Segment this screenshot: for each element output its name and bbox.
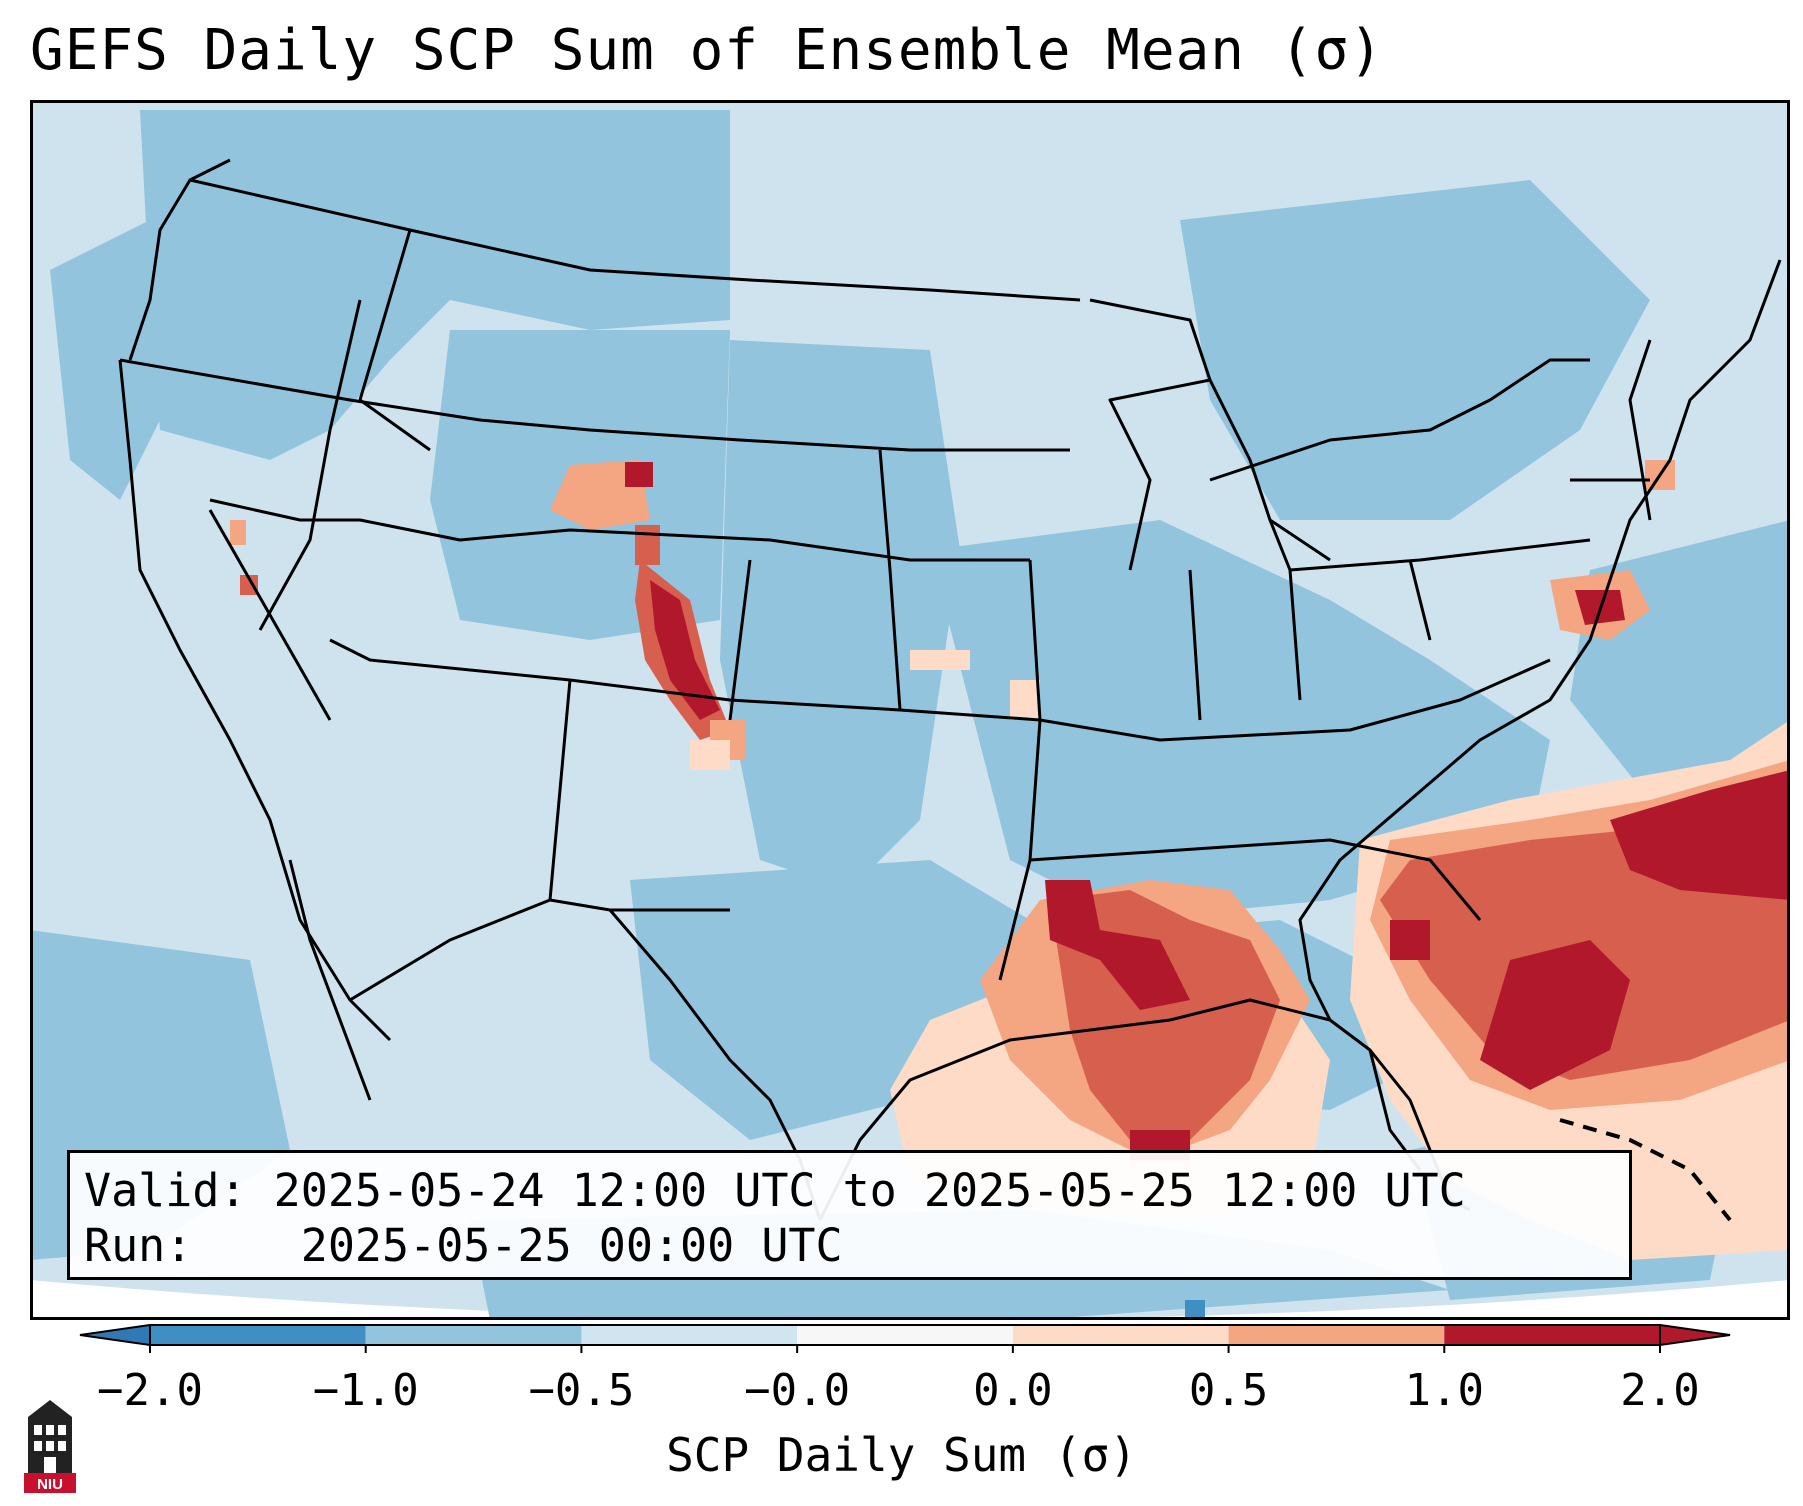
colorbar-tick-label: −0.5: [528, 1365, 634, 1415]
valid-value: 2025-05-24 12:00 UTC to 2025-05-25 12:00…: [273, 1164, 1466, 1217]
run-label: Run:: [84, 1219, 193, 1272]
valid-label: Valid:: [84, 1164, 247, 1217]
colorbar-segment: [365, 1325, 582, 1345]
state-boundaries: [118, 158, 1782, 1221]
colorbar-segment: [1228, 1325, 1445, 1345]
valid-line: Valid: 2025-05-24 12:00 UTC to 2025-05-2…: [84, 1163, 1615, 1218]
logo-text: NIU: [37, 1476, 63, 1493]
cuba-outline: [1559, 1118, 1732, 1222]
map-frame: [30, 100, 1790, 1320]
colorbar-label: SCP Daily Sum (σ): [666, 1428, 1137, 1482]
colorbar-tick-label: −1.0: [313, 1365, 419, 1415]
valid-run-info-box: Valid: 2025-05-24 12:00 UTC to 2025-05-2…: [67, 1150, 1632, 1280]
run-line: Run: 2025-05-25 00:00 UTC: [84, 1218, 1615, 1273]
niu-logo: NIU: [24, 1400, 76, 1493]
baja-outline: [288, 859, 372, 1101]
colorbar-segment: [797, 1325, 1013, 1345]
colorbar-outline: [149, 1324, 1661, 1346]
chart-title: GEFS Daily SCP Sum of Ensemble Mean (σ): [30, 18, 1384, 83]
map-panel: [30, 100, 1790, 1320]
colorbar-segment: [150, 1325, 366, 1345]
colorbar-tick-label: 0.0: [973, 1365, 1052, 1415]
colorbar-segment: [1444, 1325, 1660, 1345]
colorbar-tick-label: 1.0: [1405, 1365, 1484, 1415]
colorbar-under-arrow: [79, 1323, 151, 1347]
colorbar-segment: [1012, 1325, 1229, 1345]
colorbar: −2.0 −1.0 −0.5 −0.0 0.0 0.5 1.0 2.0: [79, 1323, 1731, 1415]
run-value: 2025-05-25 00:00 UTC: [300, 1219, 843, 1272]
projection-edge: [30, 1280, 1790, 1320]
colorbar-tick-label: 2.0: [1620, 1365, 1699, 1415]
colorbar-over-arrow: [1659, 1323, 1731, 1347]
colorbar-segment: [581, 1325, 798, 1345]
colorbar-tick-label: 0.5: [1189, 1365, 1268, 1415]
colorbar-segments: [79, 1323, 1731, 1347]
atlantic-anomaly: [1350, 460, 1790, 1260]
colorbar-ticks: −2.0 −1.0 −0.5 −0.0 0.0 0.5 1.0 2.0: [97, 1345, 1700, 1415]
colorbar-tick-label: −0.0: [744, 1365, 850, 1415]
colorbar-tick-label: −2.0: [97, 1365, 203, 1415]
rockies-anomaly: [230, 460, 1040, 770]
